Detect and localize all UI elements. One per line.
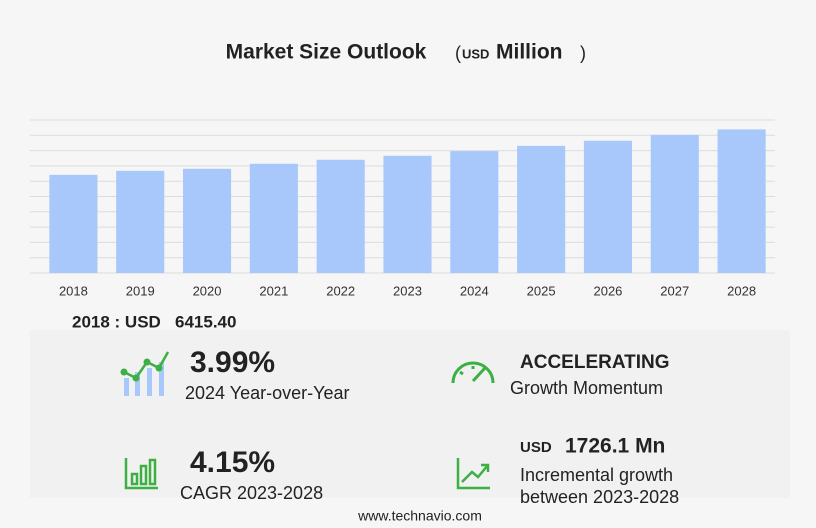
bar: [450, 151, 499, 273]
bar: [316, 159, 365, 273]
unit-currency: USD: [462, 46, 489, 61]
bar: [249, 163, 298, 273]
x-tick-label: 2026: [593, 283, 622, 298]
cagr-icon: [124, 458, 158, 490]
yoy-icon: [120, 351, 170, 396]
bar: [583, 140, 633, 273]
yoy-label: 2024 Year-over-Year: [185, 383, 349, 403]
bar: [383, 155, 432, 273]
base-year-value: 6415.40: [175, 312, 236, 331]
unit-name: Million: [496, 41, 563, 64]
chart-title: Market Size Outlook: [226, 41, 427, 64]
x-tick-label: 2027: [660, 283, 689, 298]
x-tick-label: 2020: [193, 283, 222, 298]
momentum-icon: [451, 361, 495, 384]
footer-source: www.technavio.com: [357, 508, 482, 524]
incremental-currency: USD: [520, 439, 552, 456]
bar: [717, 129, 766, 273]
x-tick-label: 2018: [59, 283, 88, 298]
base-year-label: 2018 : USD: [72, 312, 161, 331]
bar: [517, 145, 566, 273]
bar: [650, 134, 699, 273]
x-tick-label: 2028: [727, 283, 756, 298]
cagr-value: 4.15%: [190, 446, 275, 479]
x-tick-label: 2019: [126, 283, 155, 298]
bar: [49, 174, 98, 273]
unit-open: (: [455, 43, 461, 63]
incremental-period: between 2023-2028: [520, 487, 679, 507]
bar: [116, 170, 165, 273]
x-tick-label: 2025: [527, 283, 556, 298]
bar: [182, 168, 232, 273]
x-tick-label: 2022: [326, 283, 355, 298]
incremental-label: Incremental growth: [520, 465, 673, 485]
incremental-value: 1726.1 Mn: [565, 435, 665, 458]
momentum-value: ACCELERATING: [520, 352, 670, 373]
x-tick-label: 2024: [460, 283, 489, 298]
x-tick-label: 2021: [259, 283, 288, 298]
plot-area: 2018 2019 2020 2021 2022 2023 2024 2025 2026 2027…: [30, 119, 775, 298]
unit-close: ): [580, 43, 586, 63]
incremental-icon: [456, 458, 490, 490]
cagr-label: CAGR 2023-2028: [180, 483, 323, 503]
momentum-label: Growth Momentum: [510, 378, 663, 398]
kpi-panel: [30, 330, 790, 498]
x-tick-label: 2023: [393, 283, 422, 298]
yoy-value: 3.99%: [190, 346, 275, 379]
